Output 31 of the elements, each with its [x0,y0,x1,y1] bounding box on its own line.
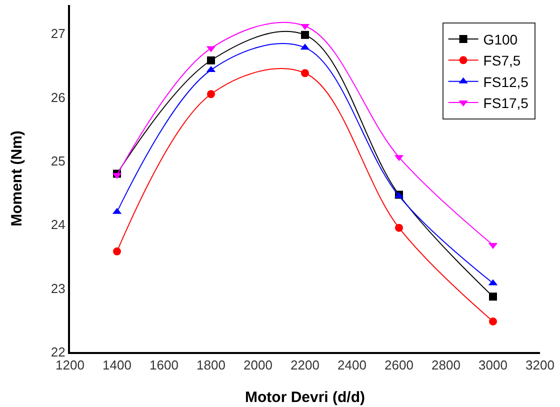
x-tick-label: 3000 [478,358,508,373]
x-tick-label: 2200 [290,358,320,373]
y-tick-label: 26 [50,90,66,105]
legend-label: FS17,5 [483,95,529,112]
point [301,30,309,39]
x-axis-title: Motor Devri (d/d) [245,389,365,406]
x-tick-label: 2400 [338,358,366,373]
point [395,224,403,232]
y-tick-label: 23 [50,280,66,296]
y-tick-label: 25 [50,154,66,169]
x-tick-label: 2000 [244,358,272,373]
x-tick-label: 1600 [150,358,178,373]
x-tick-label: 1800 [196,358,226,373]
legend-label: FS7,5 [483,52,521,69]
x-tick-label: 2800 [432,358,460,373]
x-tick-label: 1200 [56,358,84,373]
x-tick-label: 2600 [384,358,414,373]
y-tick-label: 22 [50,344,66,360]
point [489,292,497,301]
y-axis-title: Moment (Nm) [8,130,26,226]
point [301,69,309,78]
x-tick-label: 3200 [526,358,554,373]
y-tick-label: 24 [50,217,66,232]
point [207,56,215,64]
point [207,90,215,98]
y-tick-label: 27 [50,26,66,42]
point [489,317,497,326]
point [113,247,121,256]
x-tick-label: 1400 [102,358,132,373]
legend-label: FS12,5 [483,74,529,90]
legend-label: G100 [483,31,518,48]
